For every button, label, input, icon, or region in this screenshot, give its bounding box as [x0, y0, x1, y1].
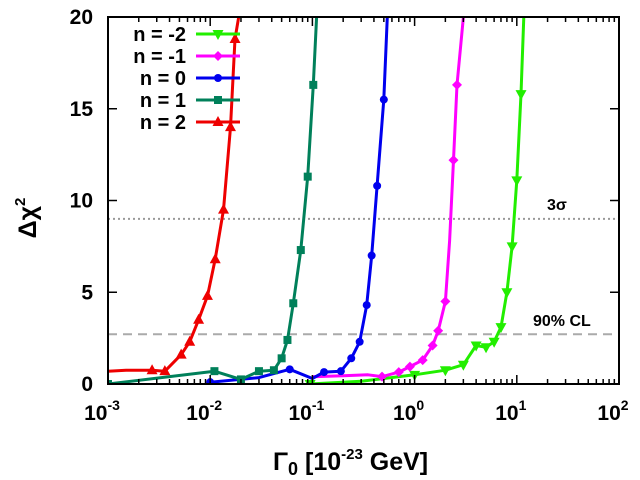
data-point-0-8 — [501, 288, 513, 299]
series-0 — [304, 17, 527, 384]
y-tick-label-1: 5 — [81, 281, 93, 304]
x-tick-label-5: 102 — [597, 397, 628, 425]
y-tick-label-0: 0 — [81, 373, 93, 396]
data-point-1-8 — [452, 79, 463, 90]
data-point-2-9 — [379, 95, 388, 104]
series-1 — [312, 17, 465, 382]
data-point-3-10 — [309, 80, 318, 89]
x-axis-title-unit-exp: -23 — [341, 446, 363, 463]
y-axis-title: Δχ2 — [12, 198, 42, 239]
data-point-2-6 — [362, 301, 371, 310]
axes — [107, 16, 620, 385]
x-axis-title-unit-post: GeV] — [363, 448, 428, 476]
data-point-0-6 — [488, 337, 500, 348]
x-axis-title: Γ0 [10-23 GeV] — [273, 446, 428, 479]
data-point-1-4 — [427, 340, 438, 351]
series-line-0 — [310, 17, 526, 384]
data-point-3-4 — [269, 366, 278, 375]
data-point-0-9 — [506, 242, 518, 253]
data-point-0-4 — [470, 341, 482, 352]
data-point-3-9 — [303, 172, 312, 181]
legend-marker-4 — [212, 116, 224, 126]
reference-lines — [108, 217, 619, 336]
y-axis-title-sup: 2 — [12, 198, 29, 206]
legend-marker-3 — [214, 96, 222, 104]
legend: n = -2n = -1n = 0n = 1n = 2 — [133, 24, 240, 134]
ref-label-90cl: 90% CL — [533, 313, 591, 330]
data-point-1-2 — [404, 361, 415, 372]
series-3 — [108, 17, 319, 384]
data-point-4-0 — [146, 364, 158, 375]
legend-label-4: n = 2 — [140, 112, 186, 134]
data-point-3-6 — [283, 335, 292, 344]
y-axis-title-main: Δχ — [14, 205, 42, 238]
x-tick-label-4: 101 — [495, 397, 526, 425]
x-axis-title-sub: 0 — [288, 459, 298, 479]
data-point-3-0 — [108, 380, 112, 384]
x-tick-label-0: 10-3 — [84, 397, 120, 425]
data-point-4-7 — [218, 203, 230, 214]
data-point-0-2 — [439, 366, 451, 377]
legend-marker-2 — [214, 74, 222, 82]
data-point-0-5 — [480, 343, 492, 354]
x-tick-label-2: 10-1 — [288, 397, 324, 425]
data-point-1-1 — [393, 367, 404, 378]
data-point-4-1 — [159, 365, 171, 376]
series-layer — [108, 17, 527, 384]
legend-label-2: n = 0 — [140, 68, 186, 90]
data-point-3-8 — [296, 246, 305, 255]
x-tick-label-3: 100 — [393, 397, 424, 425]
data-point-3-3 — [254, 367, 263, 376]
x-tick-label-1: 10-2 — [186, 397, 222, 425]
data-point-0-10 — [511, 176, 523, 187]
data-point-1-5 — [433, 325, 444, 336]
legend-label-0: n = -2 — [133, 24, 186, 46]
x-axis-title-unit-pre: [10 — [298, 448, 341, 476]
x-axis-title-main: Γ — [273, 448, 288, 476]
data-point-2-8 — [373, 181, 382, 190]
data-point-3-7 — [289, 299, 298, 308]
data-point-2-3 — [336, 367, 345, 376]
data-point-0-11 — [515, 90, 527, 101]
data-point-4-4 — [193, 313, 205, 324]
data-point-3-1 — [210, 367, 219, 376]
data-point-0-7 — [495, 323, 507, 334]
data-point-2-5 — [355, 337, 364, 346]
legend-label-3: n = 1 — [140, 90, 186, 112]
data-point-4-6 — [209, 253, 221, 264]
y-tick-label-4: 20 — [70, 6, 93, 29]
series-line-2 — [210, 17, 389, 384]
data-point-0-3 — [457, 360, 469, 371]
series-2 — [206, 17, 389, 384]
ref-label-3sigma: 3σ — [547, 197, 567, 214]
data-point-1-6 — [440, 296, 451, 307]
tick-labels: 10-3 10-2 10-1 100 101 102 0 5 10 15 20 — [70, 6, 629, 425]
data-point-4-8 — [225, 121, 237, 132]
data-point-4-2 — [175, 348, 187, 359]
y-tick-label-3: 15 — [70, 98, 94, 121]
data-point-1-3 — [417, 355, 428, 366]
data-point-2-7 — [367, 251, 376, 260]
data-point-2-2 — [320, 368, 329, 377]
series-line-3 — [108, 17, 319, 384]
data-point-1-7 — [448, 155, 459, 166]
legend-marker-1 — [213, 51, 223, 61]
data-point-3-5 — [277, 354, 286, 363]
series-line-1 — [312, 17, 465, 379]
y-tick-label-2: 10 — [70, 190, 93, 213]
data-point-4-5 — [201, 289, 213, 300]
data-point-2-4 — [347, 354, 356, 363]
data-point-4-3 — [184, 335, 196, 346]
data-point-2-1 — [285, 365, 294, 374]
data-point-4-9 — [229, 33, 241, 44]
series-4 — [108, 17, 241, 376]
legend-marker-0 — [212, 30, 224, 40]
legend-label-1: n = -1 — [133, 46, 186, 68]
